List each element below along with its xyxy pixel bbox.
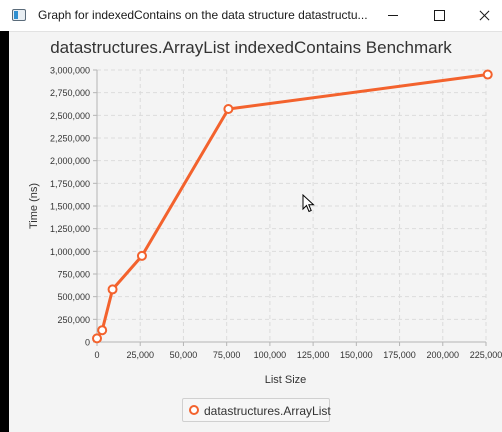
x-tick-label: 200,000	[427, 350, 460, 360]
y-tick-label: 2,250,000	[50, 134, 90, 144]
maximize-button[interactable]	[416, 0, 462, 31]
y-tick-label: 750,000	[57, 270, 90, 280]
data-point	[97, 325, 108, 336]
y-tick-label: 2,000,000	[50, 156, 90, 166]
y-tick-label: 500,000	[57, 292, 90, 302]
y-tick-label: 0	[85, 338, 90, 348]
x-tick-label: 175,000	[383, 350, 416, 360]
y-tick-label: 2,500,000	[50, 111, 90, 121]
x-tick-label: 75,000	[213, 350, 241, 360]
x-tick-label: 225,000	[470, 350, 502, 360]
window-title: Graph for indexedContains on the data st…	[38, 8, 368, 22]
chart-legend: datastructures.ArrayList	[182, 398, 331, 422]
y-tick-label: 1,000,000	[50, 247, 90, 257]
y-tick-label: 1,750,000	[50, 179, 90, 189]
legend-label: datastructures.ArrayList	[204, 404, 331, 418]
legend-symbol	[189, 405, 199, 415]
x-tick-label: 50,000	[170, 350, 198, 360]
y-tick-label: 1,250,000	[50, 224, 90, 234]
data-point	[136, 250, 147, 261]
data-point	[223, 103, 234, 114]
x-tick-label: 0	[94, 350, 99, 360]
x-tick-label: 25,000	[126, 350, 154, 360]
y-tick-label: 1,500,000	[50, 202, 90, 212]
y-axis-label: Time (ns)	[28, 183, 40, 229]
y-tick-label: 2,750,000	[50, 88, 90, 98]
y-tick-label: 3,000,000	[50, 66, 90, 76]
minimize-button[interactable]	[370, 0, 416, 31]
chart-title: datastructures.ArrayList indexedContains…	[50, 38, 452, 57]
x-tick-label: 100,000	[254, 350, 287, 360]
x-axis-label: List Size	[265, 374, 307, 386]
window-edge	[0, 31, 9, 432]
java-app-icon	[12, 9, 26, 21]
x-tick-label: 125,000	[297, 350, 330, 360]
title-bar[interactable]: Graph for indexedContains on the data st…	[0, 0, 502, 32]
data-point	[482, 69, 493, 80]
data-point	[107, 284, 118, 295]
mouse-cursor-icon	[302, 194, 315, 213]
y-tick-label: 250,000	[57, 315, 90, 325]
data-point	[92, 333, 102, 344]
x-tick-label: 150,000	[340, 350, 373, 360]
